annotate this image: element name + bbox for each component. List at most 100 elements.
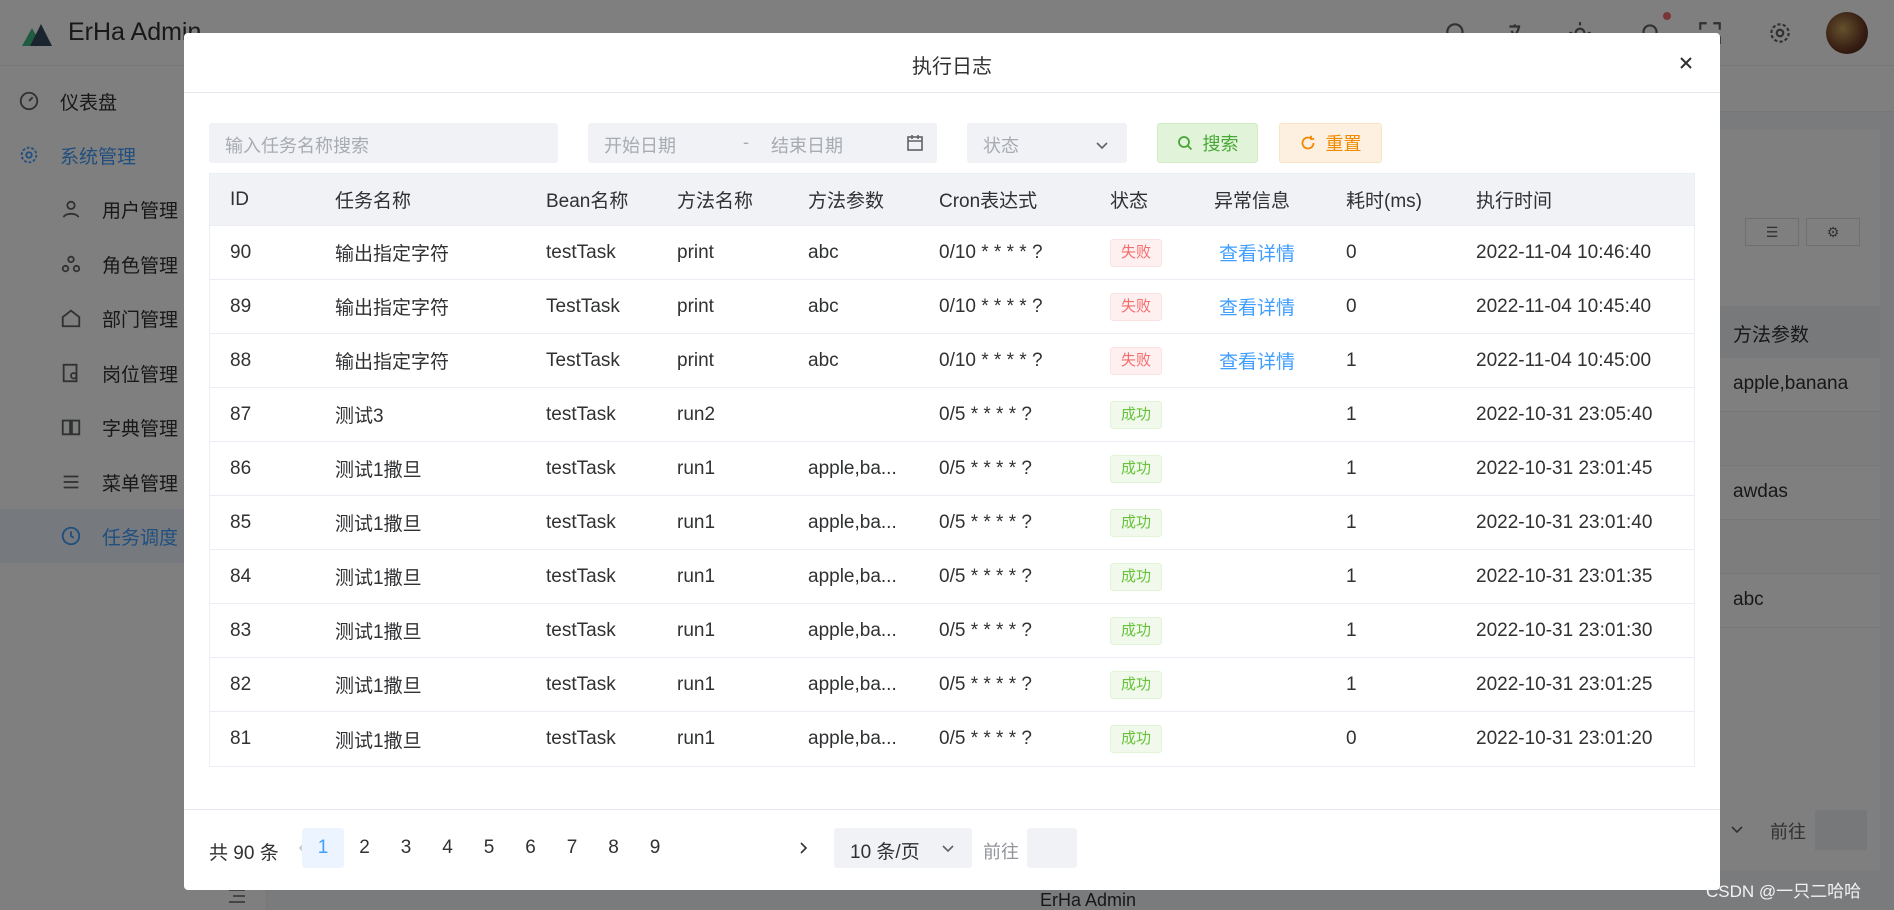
reset-button-label: 重置 <box>1325 134 1362 154</box>
cell-bean-name: testTask <box>546 403 616 425</box>
close-icon[interactable] <box>1674 51 1698 75</box>
cell-status: 成功 <box>1110 550 1163 603</box>
page-size-select[interactable]: 10 条/页 <box>834 828 972 868</box>
page-size-value: 10 条/页 <box>850 842 920 863</box>
date-range-picker[interactable]: 开始日期 - 结束日期 <box>588 123 937 163</box>
cell-method-params: apple,ba... <box>808 728 897 749</box>
status-badge: 成功 <box>1110 670 1163 699</box>
column-header-error-info[interactable]: 异常信息 <box>1214 191 1291 212</box>
cell-id: 86 <box>230 457 252 479</box>
cell-status: 成功 <box>1110 388 1163 441</box>
start-date-input[interactable]: 开始日期 <box>604 136 676 156</box>
cell-method-name: run1 <box>677 565 716 587</box>
cell-cron: 0/5 * * * * ? <box>939 511 1032 533</box>
page-number-button[interactable]: 4 <box>442 837 453 858</box>
cell-bean-name: testTask <box>546 619 616 641</box>
cell-exec-time: 2022-10-31 23:01:35 <box>1476 565 1653 587</box>
column-header-cron[interactable]: Cron表达式 <box>939 191 1038 212</box>
cell-cron: 0/10 * * * * ? <box>939 241 1043 263</box>
reset-button[interactable]: 重置 <box>1279 123 1382 163</box>
status-select-placeholder: 状态 <box>983 136 1019 156</box>
watermark: CSDN @一只二哈哈 <box>1706 882 1862 901</box>
cell-error-info: 查看详情 <box>1214 226 1295 279</box>
table-body: 90 输出指定字符 testTask print abc 0/10 * * * * ? 失败… <box>210 226 1694 766</box>
cell-method-params: abc <box>808 349 839 371</box>
page-number-button[interactable]: 6 <box>525 837 536 858</box>
search-button-label: 搜索 <box>1202 134 1239 154</box>
table-row[interactable]: 81 测试1撒旦 testTask run1 apple,ba... 0/5 * * * … <box>210 712 1694 766</box>
task-name-search-input[interactable]: 输入任务名称搜索 <box>209 123 558 163</box>
cell-method-params: apple,ba... <box>808 673 897 695</box>
column-header-status[interactable]: 状态 <box>1110 191 1149 212</box>
column-header-cost[interactable]: 耗时(ms) <box>1346 191 1422 212</box>
table-row[interactable]: 89 输出指定字符 TestTask print abc 0/10 * * * * ? 失败… <box>210 280 1694 334</box>
cell-method-name: run1 <box>677 728 716 749</box>
cell-cron: 0/10 * * * * ? <box>939 349 1043 371</box>
end-date-input[interactable]: 结束日期 <box>771 136 843 156</box>
cell-task-name: 输出指定字符 <box>335 244 450 265</box>
table-row[interactable]: 82 测试1撒旦 testTask run1 apple,ba... 0/5 * * * … <box>210 658 1694 712</box>
table-row[interactable]: 88 输出指定字符 TestTask print abc 0/10 * * * * ? 失败… <box>210 334 1694 388</box>
page-number-button[interactable]: 3 <box>400 837 412 858</box>
status-badge: 失败 <box>1110 292 1163 321</box>
cell-cost: 1 <box>1346 673 1357 695</box>
column-header-task-name[interactable]: 任务名称 <box>335 191 412 212</box>
cell-id: 83 <box>230 619 252 641</box>
cell-method-params: abc <box>808 295 839 317</box>
cell-task-name: 测试1撒旦 <box>335 568 422 589</box>
column-header-bean-name[interactable]: Bean名称 <box>546 191 629 212</box>
cell-method-name: run1 <box>677 511 716 533</box>
chevron-down-icon <box>1095 136 1109 150</box>
page-number-button[interactable]: 8 <box>608 837 619 858</box>
page-number-button[interactable]: 5 <box>483 837 495 858</box>
page-number-button[interactable]: 9 <box>649 837 661 858</box>
table-row[interactable]: 86 测试1撒旦 testTask run1 apple,ba... 0/5 * * * … <box>210 442 1694 496</box>
table-row[interactable]: 90 输出指定字符 testTask print abc 0/10 * * * * ? 失败… <box>210 226 1694 280</box>
column-header-id[interactable]: ID <box>230 188 249 210</box>
cell-exec-time: 2022-10-31 23:01:25 <box>1476 673 1653 695</box>
cell-cron: 0/5 * * * * ? <box>939 565 1032 587</box>
cell-cost: 1 <box>1346 565 1357 587</box>
table-row[interactable]: 84 测试1撒旦 testTask run1 apple,ba... 0/5 * * * … <box>210 550 1694 604</box>
status-select[interactable]: 状态 <box>967 123 1127 163</box>
status-badge: 成功 <box>1110 508 1163 537</box>
goto-page-input[interactable] <box>1027 828 1077 868</box>
cell-bean-name: testTask <box>546 728 616 749</box>
view-details-link[interactable]: 查看详情 <box>1219 244 1296 265</box>
cell-method-name: run2 <box>677 403 716 425</box>
cell-error-info: 查看详情 <box>1214 280 1295 333</box>
cell-id: 82 <box>230 673 252 695</box>
cell-exec-time: 2022-10-31 23:01:45 <box>1476 457 1653 479</box>
cell-cost: 1 <box>1346 619 1357 641</box>
cell-method-params: apple,ba... <box>808 511 897 533</box>
cell-task-name: 输出指定字符 <box>335 298 450 319</box>
cell-method-name: print <box>677 295 714 317</box>
cell-task-name: 测试3 <box>335 406 384 427</box>
page-number-button[interactable]: 7 <box>566 837 578 858</box>
cell-id: 85 <box>230 511 252 533</box>
status-badge: 成功 <box>1110 562 1163 591</box>
view-details-link[interactable]: 查看详情 <box>1219 352 1296 373</box>
column-header-method-name[interactable]: 方法名称 <box>677 191 754 212</box>
search-button[interactable]: 搜索 <box>1157 123 1258 163</box>
column-header-exec-time[interactable]: 执行时间 <box>1476 191 1553 212</box>
table-header-row: ID 任务名称 Bean名称 方法名称 方法参数 Cron表达式 状态 异常信息… <box>210 174 1694 226</box>
next-page-icon[interactable] <box>796 839 810 857</box>
cell-method-params: apple,ba... <box>808 457 897 479</box>
cell-cost: 1 <box>1346 403 1357 425</box>
column-header-method-params[interactable]: 方法参数 <box>808 191 885 212</box>
cell-cost: 0 <box>1346 728 1357 749</box>
table-row[interactable]: 87 测试3 testTask run2 0/5 * * * * ? 成功 1 2022-10… <box>210 388 1694 442</box>
view-details-link[interactable]: 查看详情 <box>1219 298 1296 319</box>
cell-status: 成功 <box>1110 496 1163 549</box>
table-row[interactable]: 85 测试1撒旦 testTask run1 apple,ba... 0/5 * * * … <box>210 496 1694 550</box>
cell-task-name: 测试1撒旦 <box>335 730 422 752</box>
table-row[interactable]: 83 测试1撒旦 testTask run1 apple,ba... 0/5 * * * … <box>210 604 1694 658</box>
cell-method-name: run1 <box>677 619 716 641</box>
page-number-button[interactable]: 1 <box>302 828 344 868</box>
status-badge: 失败 <box>1110 238 1163 267</box>
page-number-button[interactable]: 2 <box>359 837 370 858</box>
cell-task-name: 测试1撒旦 <box>335 676 422 697</box>
cell-id: 84 <box>230 565 252 587</box>
